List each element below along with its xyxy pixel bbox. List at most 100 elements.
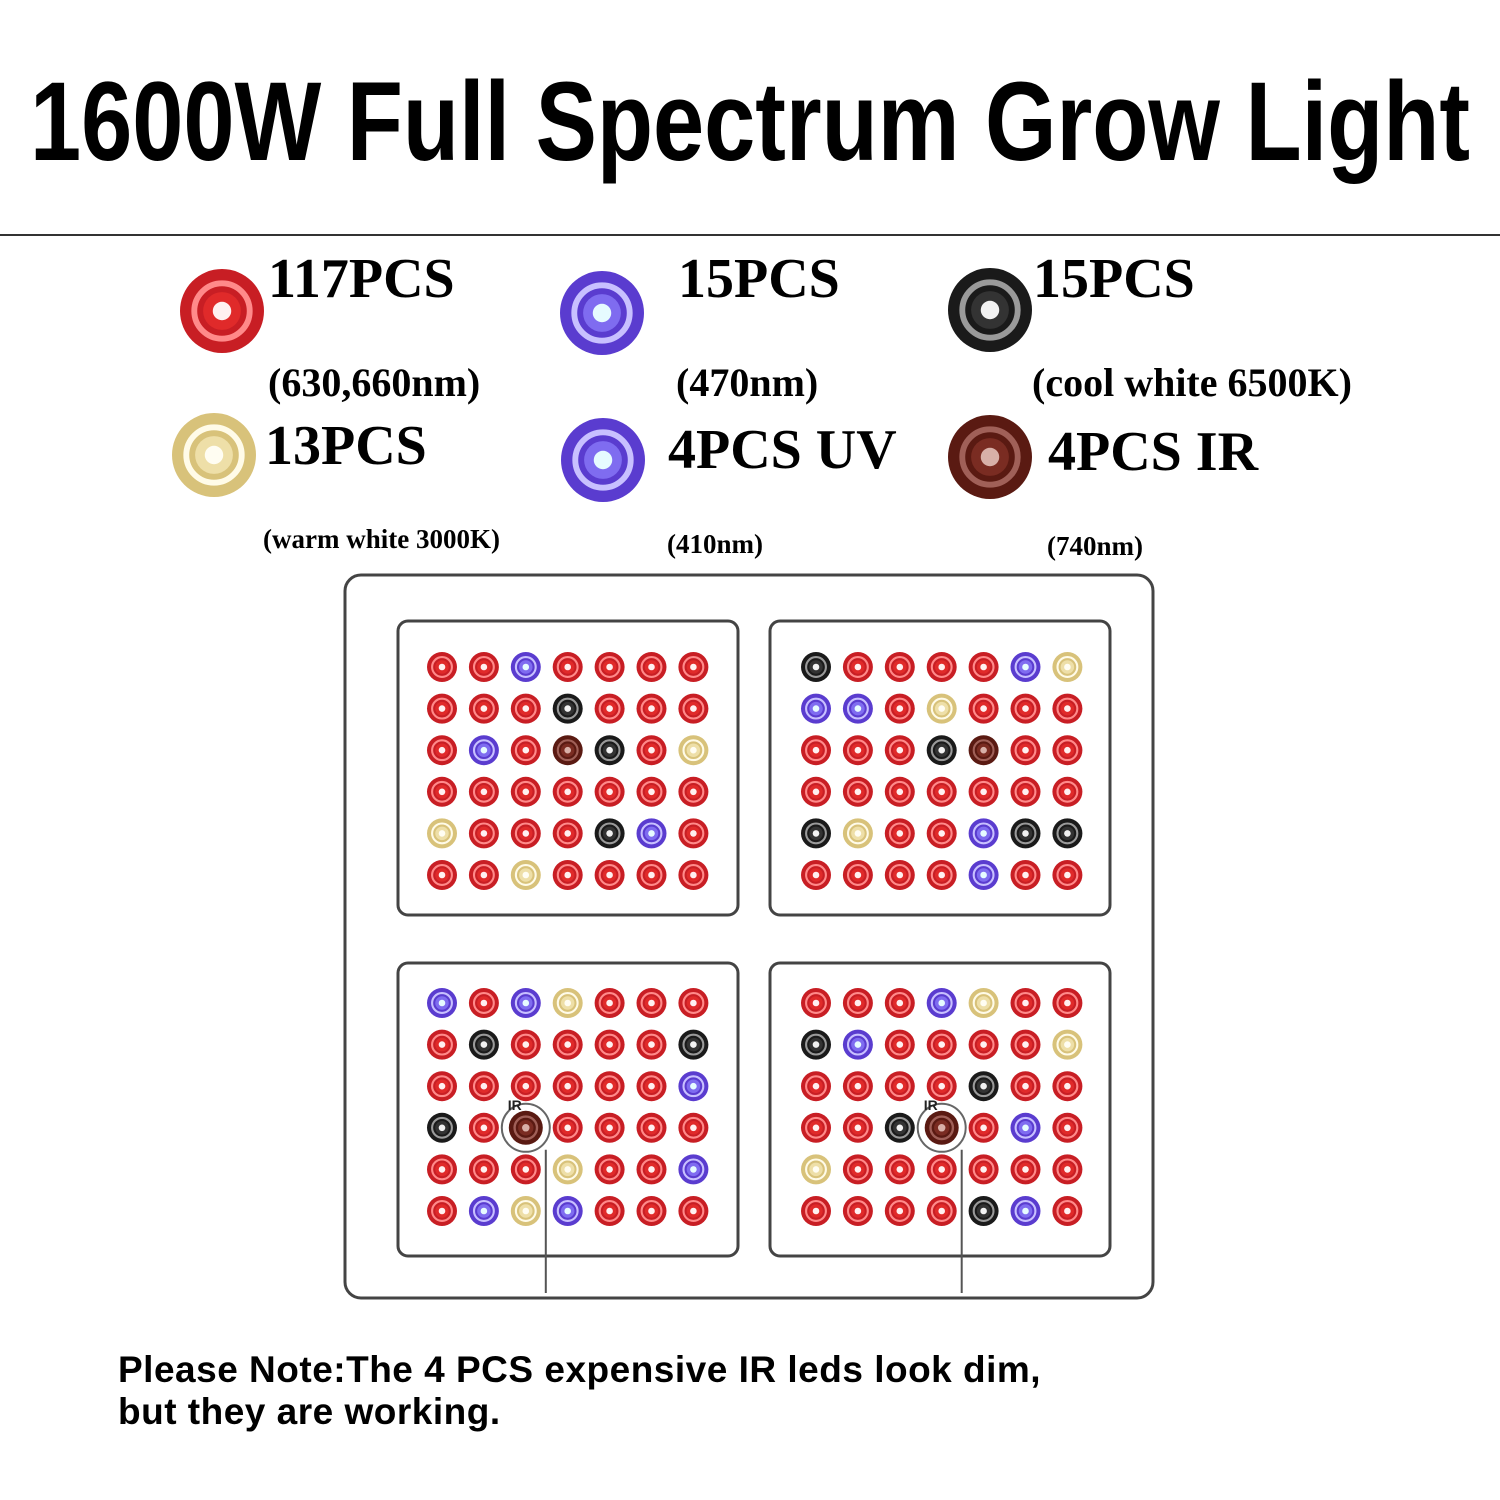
- led-core: [1022, 1082, 1029, 1090]
- led-spec: (470nm): [676, 360, 818, 405]
- led-core: [564, 1124, 571, 1132]
- led-ring: [472, 1158, 495, 1181]
- led-core: [1022, 830, 1029, 837]
- led-ring: [846, 1200, 869, 1222]
- led-ring: [472, 1116, 495, 1139]
- led-core: [438, 746, 446, 754]
- led-ring: [888, 1116, 911, 1139]
- led-core: [1022, 788, 1029, 796]
- led-ring: [930, 1200, 953, 1222]
- led-core: [593, 450, 613, 470]
- led-core: [480, 1207, 488, 1215]
- led-ring: [1014, 1075, 1037, 1098]
- led-ring: [972, 780, 995, 803]
- led-core: [1064, 705, 1071, 712]
- led-core: [564, 746, 571, 754]
- legend-item: 117PCS (630,660nm): [180, 248, 480, 405]
- led-ring: [640, 822, 663, 845]
- led-ring: [1056, 697, 1079, 720]
- led-core: [522, 705, 530, 712]
- led-ring: [598, 1116, 621, 1139]
- led-ring: [640, 739, 663, 762]
- led-ring: [640, 1033, 663, 1056]
- led-ring: [472, 780, 495, 803]
- led-core: [938, 830, 945, 837]
- led-core: [648, 1207, 655, 1215]
- led-core: [522, 999, 530, 1007]
- led-core: [480, 1041, 488, 1048]
- led-core: [1064, 871, 1071, 879]
- led-core: [980, 1166, 987, 1173]
- led-ring: [846, 1033, 869, 1056]
- led-core: [522, 788, 530, 796]
- led-core: [564, 999, 571, 1007]
- led-core: [522, 1082, 530, 1090]
- led-core: [1064, 788, 1071, 796]
- led-ring: [431, 1158, 453, 1181]
- led-ring: [431, 822, 453, 845]
- led-ring: [598, 1200, 621, 1222]
- led-core: [980, 746, 987, 754]
- led-ring: [556, 864, 579, 886]
- led-core: [522, 871, 530, 879]
- led-ring: [846, 992, 869, 1014]
- led-ring: [431, 864, 453, 886]
- led-core: [564, 1082, 571, 1090]
- led-ring: [930, 697, 953, 720]
- led-core: [938, 1207, 945, 1215]
- led-core: [938, 1082, 945, 1090]
- led-ring: [930, 739, 953, 762]
- led-ring: [431, 656, 453, 678]
- led-ring: [431, 697, 453, 720]
- led-ring: [431, 1200, 453, 1222]
- led-core: [854, 1166, 862, 1173]
- led-ring: [640, 697, 663, 720]
- led-ring: [1014, 1158, 1037, 1181]
- led-core: [690, 871, 697, 879]
- led-ring: [805, 1200, 827, 1222]
- led-core: [690, 788, 697, 796]
- led-core: [1022, 1207, 1029, 1215]
- led-core: [606, 705, 613, 712]
- led-core: [438, 1166, 446, 1173]
- led-core: [854, 1082, 862, 1090]
- led-core: [564, 1041, 571, 1048]
- led-core: [564, 788, 571, 796]
- led-ring: [431, 1033, 453, 1056]
- led-ring: [472, 1075, 495, 1098]
- led-ring: [682, 697, 705, 720]
- led-core: [980, 830, 987, 837]
- led-core: [812, 1124, 820, 1132]
- led-ring: [846, 739, 869, 762]
- led-ring: [513, 1115, 539, 1141]
- led-ring: [888, 1033, 911, 1056]
- led-core: [480, 999, 488, 1007]
- led-ring: [805, 780, 827, 803]
- led-ring: [805, 822, 827, 845]
- led-ring: [514, 739, 537, 762]
- led-ring: [972, 1200, 995, 1222]
- led-ring: [598, 992, 621, 1014]
- led-core: [648, 830, 655, 837]
- led-core: [980, 1124, 987, 1132]
- led-core: [854, 1207, 862, 1215]
- note-line: but they are working.: [118, 1391, 501, 1432]
- led-ring: [472, 697, 495, 720]
- led-ring: [514, 697, 537, 720]
- led-ring: [846, 656, 869, 678]
- led-core: [480, 705, 488, 712]
- legend-item: 13PCS (warm white 3000K): [172, 413, 500, 554]
- led-ring: [846, 1158, 869, 1181]
- led-ring: [556, 1075, 579, 1098]
- led-ring: [640, 864, 663, 886]
- led-core: [812, 788, 820, 796]
- led-core: [980, 1082, 987, 1090]
- led-core: [938, 1041, 945, 1048]
- led-ring: [972, 1033, 995, 1056]
- led-ring: [1014, 739, 1037, 762]
- led-ring: [1014, 864, 1037, 886]
- led-ring: [1014, 822, 1037, 845]
- led-core: [438, 788, 446, 796]
- led-ring: [805, 992, 827, 1014]
- led-core: [564, 1166, 571, 1173]
